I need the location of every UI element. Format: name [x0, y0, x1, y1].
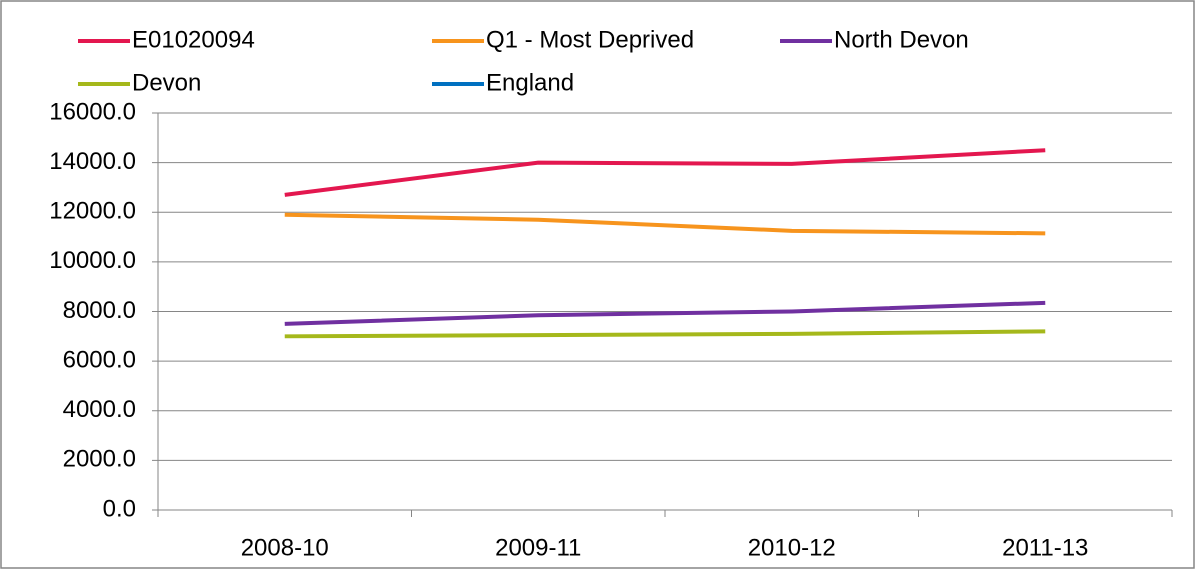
x-tick-label: 2008-10	[241, 534, 329, 561]
x-tick-label: 2010-12	[748, 534, 836, 561]
x-tick-label: 2009-11	[495, 534, 581, 561]
series-line	[284, 329, 1046, 339]
y-tick-label: 16000.0	[49, 98, 136, 125]
y-tick-label: 8000.0	[63, 297, 136, 324]
series-line	[284, 212, 1046, 236]
y-tick-label: 4000.0	[63, 396, 136, 423]
y-tick-label: 2000.0	[63, 446, 136, 473]
y-tick-label: 6000.0	[63, 346, 136, 373]
legend-label: Q1 - Most Deprived	[486, 26, 694, 53]
series-line	[284, 300, 1046, 326]
y-tick-label: 14000.0	[49, 148, 136, 175]
legend-label: Devon	[132, 69, 201, 96]
y-tick-label: 0.0	[103, 495, 136, 522]
legend-label: North Devon	[834, 26, 969, 53]
legend-label: England	[486, 69, 574, 96]
y-tick-label: 12000.0	[49, 198, 136, 225]
series-line	[284, 148, 1046, 197]
x-tick-label: 2011-13	[1002, 534, 1088, 561]
y-tick-label: 10000.0	[49, 247, 136, 274]
legend-label: E01020094	[132, 26, 255, 53]
